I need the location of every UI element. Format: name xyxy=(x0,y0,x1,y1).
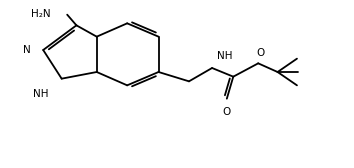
Text: N: N xyxy=(23,45,30,55)
Text: NH: NH xyxy=(217,51,232,61)
Text: O: O xyxy=(257,48,265,58)
Text: NH: NH xyxy=(33,89,49,99)
Text: H₂N: H₂N xyxy=(31,9,51,19)
Text: O: O xyxy=(223,107,231,117)
